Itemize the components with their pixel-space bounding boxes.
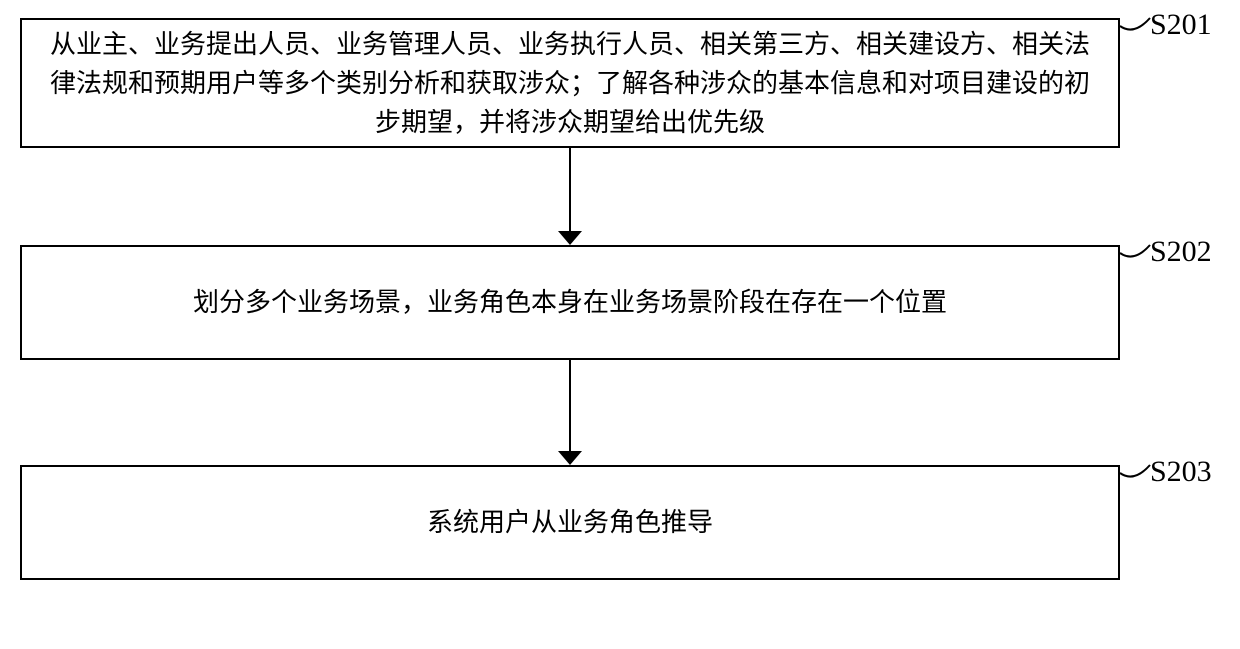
step-label-s203: S203 [1150,455,1212,489]
step-box-s201: 从业主、业务提出人员、业务管理人员、业务执行人员、相关第三方、相关建设方、相关法… [20,18,1120,148]
label-connector-s202 [1118,239,1154,267]
arrow-s202-s203 [558,451,582,465]
step-box-s203: 系统用户从业务角色推导 [20,465,1120,580]
step-text-s202: 划分多个业务场景，业务角色本身在业务场景阶段在存在一个位置 [193,283,947,322]
step-label-s202: S202 [1150,235,1212,269]
flowchart-container: 从业主、业务提出人员、业务管理人员、业务执行人员、相关第三方、相关建设方、相关法… [0,0,1240,649]
step-text-s203: 系统用户从业务角色推导 [427,503,713,542]
step-box-s202: 划分多个业务场景，业务角色本身在业务场景阶段在存在一个位置 [20,245,1120,360]
edge-s202-s203 [569,360,571,453]
arrow-s201-s202 [558,231,582,245]
label-connector-s203 [1118,459,1154,487]
step-label-s201: S201 [1150,8,1212,42]
label-connector-s201 [1118,12,1154,40]
step-text-s201: 从业主、业务提出人员、业务管理人员、业务执行人员、相关第三方、相关建设方、相关法… [42,25,1098,142]
edge-s201-s202 [569,148,571,233]
